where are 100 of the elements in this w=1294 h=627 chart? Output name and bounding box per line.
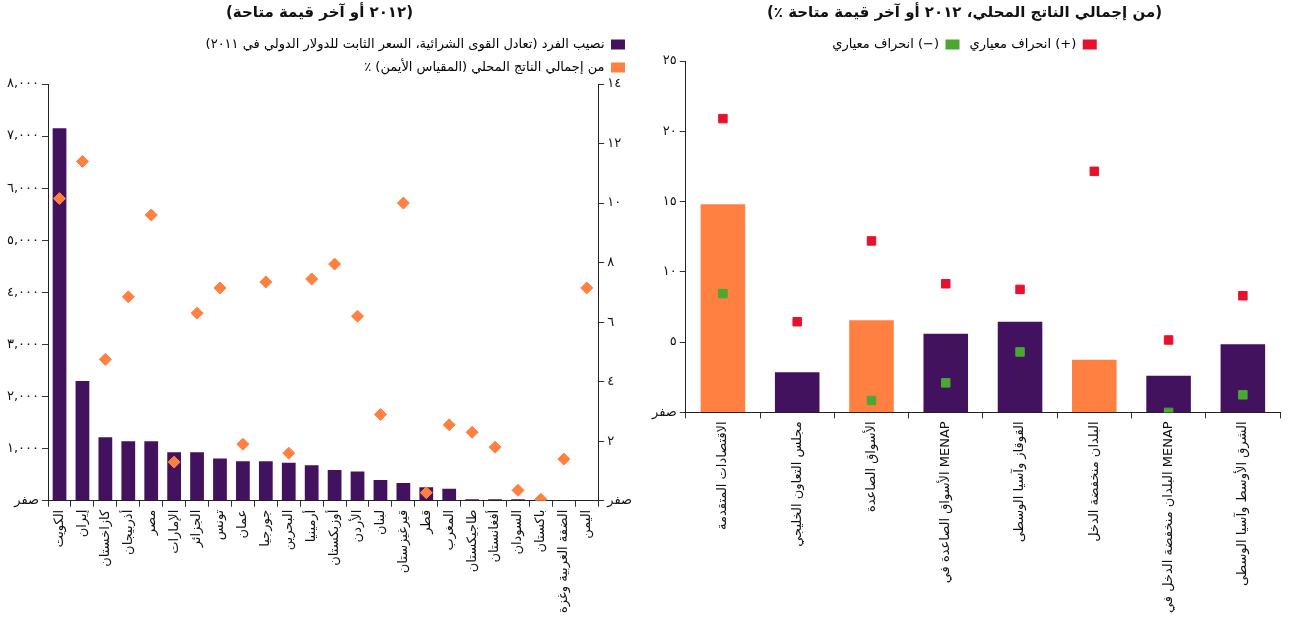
bar — [442, 488, 457, 501]
y-tick-label: ١٥ — [662, 192, 677, 208]
point — [718, 113, 728, 124]
bar — [700, 204, 746, 412]
chart-title: (٪ من إجمالي الناتج المحلي، ٢٠١٢ أو آخر قيمة متاحة) — [766, 1, 1163, 21]
x-tick-label: البلدان منخفضة الدخل — [1085, 421, 1101, 542]
x-tick-label: إيران — [73, 509, 90, 538]
y-tick-label: ٤,٠٠٠ — [7, 283, 40, 299]
y2-tick-label: ٤ — [607, 373, 615, 389]
y2-tick-label: ٨ — [607, 253, 615, 269]
point — [1238, 390, 1248, 400]
point — [866, 395, 877, 406]
y-tick-label: ٦,٠٠٠ — [7, 179, 40, 195]
point — [144, 208, 158, 222]
bar — [75, 380, 90, 501]
x-tick-label: الجزائر — [188, 509, 205, 549]
bar — [997, 321, 1043, 412]
point — [1238, 290, 1248, 301]
point — [718, 288, 728, 299]
y2-tick-label: ١٢ — [607, 134, 622, 150]
y2-tick-label: ٦ — [607, 313, 615, 329]
y-tick-label: صفر — [13, 492, 40, 509]
legend-label: نصيب الفرد (تعادل القوى الشرائية، السعر الثابت للدولار الدولي في ٢٠١١) — [205, 35, 605, 52]
x-tick-label: تونس — [211, 509, 228, 541]
x-tick-label: السودان — [509, 509, 526, 555]
point — [465, 425, 479, 439]
x-tick-label: البلدان منخفضة الدخل في MENAP — [1159, 421, 1175, 614]
point — [792, 316, 802, 327]
bar — [52, 128, 67, 501]
bar — [121, 441, 136, 501]
bar — [258, 461, 273, 501]
point — [305, 272, 319, 286]
x-tick-label: الأسواق الصاعدة في MENAP — [936, 421, 954, 584]
x-tick-label: أرمينيا — [302, 509, 320, 543]
bar — [304, 465, 319, 501]
y-tick-label: ٧,٠٠٠ — [7, 127, 40, 143]
x-tick-label: البحرين — [280, 509, 297, 551]
y-tick-label: ١,٠٠٠ — [7, 440, 40, 456]
x-tick-label: الاقتصادات المتقدمة — [714, 421, 730, 530]
x-tick-label: كازاخستان — [96, 508, 113, 567]
x-tick-label: باكستان — [532, 509, 548, 553]
bar — [281, 462, 296, 501]
legend-label: انحراف معياري (+) — [969, 35, 1077, 52]
point — [442, 418, 456, 432]
x-tick-label: أوزبكستان — [324, 509, 342, 566]
x-tick-label: أذربيجان — [118, 509, 136, 555]
point — [236, 437, 250, 451]
x-tick-label: الكويت — [50, 509, 67, 548]
point — [866, 236, 877, 246]
y-tick-label: ٥,٠٠٠ — [7, 231, 40, 247]
point — [557, 452, 571, 466]
x-tick-label: الأردن — [347, 509, 365, 543]
y2-tick-label: ٢ — [607, 432, 615, 448]
point — [98, 352, 112, 366]
y-tick-label: ١٠ — [662, 263, 677, 279]
y2-tick-label: ١٤ — [607, 75, 622, 91]
x-tick-label: الأسواق الصاعدة — [861, 421, 879, 513]
x-tick-label: طاجيكستان — [463, 509, 479, 573]
point — [1163, 335, 1174, 345]
point — [282, 446, 296, 460]
y-tick-label: ٢٠ — [662, 122, 677, 138]
bar — [849, 320, 894, 412]
point — [351, 309, 365, 323]
x-tick-label: جورجيا — [257, 509, 274, 547]
point — [328, 257, 342, 271]
x-tick-label: المغرب — [440, 509, 457, 551]
point — [259, 275, 273, 289]
bar — [98, 437, 113, 501]
chart-title: (٢٠١٢ أو آخر قيمة متاحة) — [225, 1, 414, 21]
point — [213, 281, 227, 295]
bar — [190, 452, 204, 501]
point — [511, 483, 525, 497]
point — [373, 407, 387, 421]
y-tick-label: ٥ — [669, 333, 677, 349]
x-tick-label: الشرق الأوسط وآسيا الوسطى — [1233, 421, 1251, 587]
point — [1015, 284, 1025, 295]
point — [1089, 166, 1100, 177]
bar — [327, 470, 342, 501]
legend-label: ٪ من إجمالي الناتج المحلي (المقياس الأيمن) — [364, 57, 605, 75]
y2-tick-label: صفر — [606, 492, 633, 509]
point — [488, 440, 502, 454]
legend-label: انحراف معياري (−) — [832, 35, 939, 52]
x-tick-label: لبنان — [371, 509, 387, 536]
bar — [144, 441, 159, 501]
x-tick-label: عمان — [234, 509, 250, 539]
bar — [923, 333, 969, 412]
point — [941, 378, 951, 388]
x-tick-label: الإمارات — [165, 509, 182, 554]
point — [121, 290, 135, 304]
bar — [774, 372, 820, 412]
point — [580, 281, 594, 295]
y2-tick-label: ١٠ — [607, 194, 622, 210]
x-tick-label: الضفة الغربية وغزة — [555, 509, 572, 614]
bar — [373, 479, 388, 501]
x-tick-label: اليمن — [578, 509, 595, 539]
y-tick-label: ٢٥ — [662, 52, 677, 68]
bar — [350, 471, 365, 501]
point — [1015, 347, 1025, 357]
point — [941, 279, 951, 289]
bar — [236, 461, 250, 501]
